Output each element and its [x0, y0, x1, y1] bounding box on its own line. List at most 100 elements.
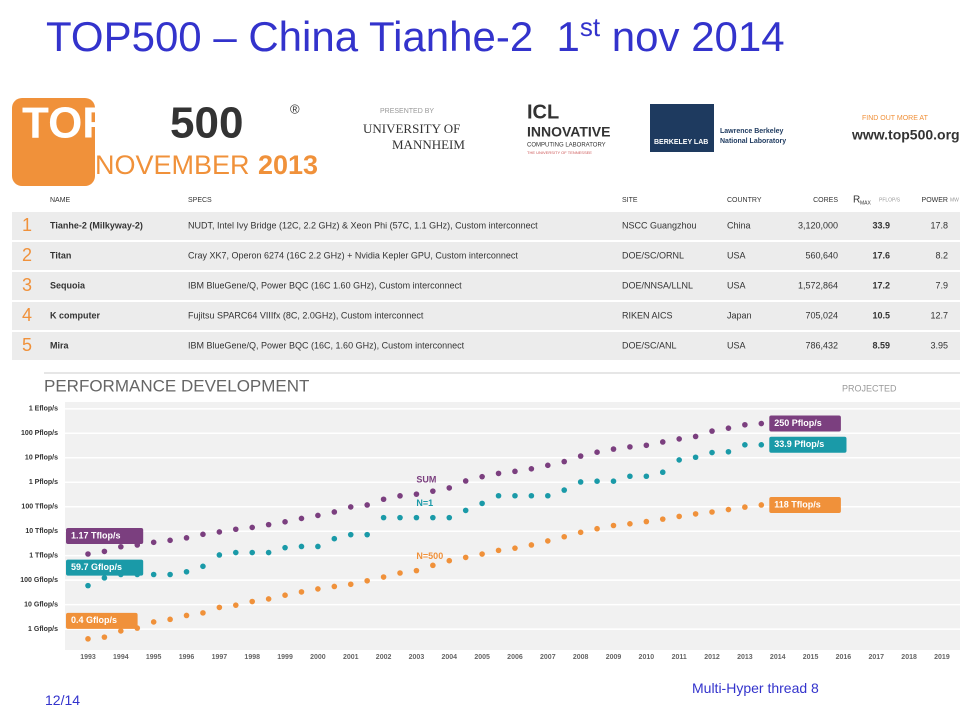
data-point — [479, 473, 485, 480]
data-point — [380, 574, 387, 580]
lbnl-2: National Laboratory — [720, 138, 786, 145]
data-point — [577, 479, 584, 485]
data-point — [413, 514, 420, 521]
x-tick-label: 2000 — [310, 654, 326, 661]
x-tick-label: 2010 — [639, 654, 655, 661]
table-cell: Fujitsu SPARC64 VIIIfx (8C, 2.0GHz), Cus… — [188, 310, 424, 320]
data-point — [430, 514, 436, 521]
data-point — [725, 448, 732, 455]
x-tick-label: 2001 — [343, 654, 359, 661]
data-point — [594, 478, 600, 484]
logo-top: TOP — [22, 99, 112, 148]
data-point — [643, 442, 650, 449]
table-cell: Sequoia — [50, 280, 86, 290]
data-point — [545, 492, 551, 499]
y-tick-label: 10 Gflop/s — [24, 601, 58, 608]
projected: PROJECTED — [842, 383, 897, 393]
x-tick-label: 2004 — [441, 654, 457, 661]
data-point — [610, 522, 617, 529]
table-cell: 786,432 — [805, 340, 838, 350]
data-point — [85, 551, 91, 557]
series-name: N=1 — [416, 498, 433, 508]
data-point — [692, 511, 699, 517]
data-point — [397, 514, 403, 521]
data-point — [282, 592, 288, 598]
data-point — [298, 589, 305, 595]
table-cell: China — [727, 220, 751, 230]
y-tick-label: 100 Pflop/s — [21, 430, 58, 437]
column-header: R — [853, 195, 860, 206]
data-point — [282, 544, 288, 551]
table-cell: 3 — [22, 275, 32, 295]
table-cell: DOE/SC/ANL — [622, 340, 677, 350]
data-point — [380, 514, 387, 521]
value-label-box — [769, 436, 847, 453]
x-tick-label: 2014 — [770, 654, 786, 661]
table-cell: DOE/SC/ORNL — [622, 250, 684, 260]
value-label: 250 Pflop/s — [774, 418, 822, 428]
title-main: TOP500 – China Tianhe-2 1 — [46, 13, 580, 60]
computing-lab: COMPUTING LABORATORY — [527, 143, 606, 149]
data-point — [758, 441, 765, 448]
data-point — [364, 502, 370, 508]
data-point — [298, 543, 305, 550]
data-point — [627, 444, 633, 450]
data-point — [216, 529, 223, 535]
data-point — [610, 478, 617, 484]
table-row — [12, 212, 960, 240]
data-point — [331, 535, 338, 542]
data-point — [725, 425, 732, 431]
table-cell: 560,640 — [805, 250, 838, 260]
lbnl-1: Lawrence Berkeley — [720, 128, 784, 135]
table-cell: USA — [727, 250, 746, 260]
data-point — [265, 549, 272, 556]
data-point — [594, 449, 600, 455]
y-tick-label: 100 Gflop/s — [20, 577, 58, 584]
y-tick-label: 1 Tflop/s — [29, 553, 58, 560]
table-cell: 1,572,864 — [798, 280, 838, 290]
data-point — [364, 531, 370, 538]
x-tick-label: 1993 — [80, 654, 96, 661]
data-point — [676, 513, 682, 520]
data-point — [216, 604, 223, 611]
data-point — [364, 577, 370, 584]
data-point — [627, 521, 633, 527]
data-point — [347, 531, 354, 538]
data-point — [200, 563, 206, 570]
logo-500: 500 — [170, 99, 243, 148]
data-point — [183, 568, 190, 575]
data-point — [495, 547, 502, 554]
data-point — [479, 551, 485, 557]
data-point — [643, 518, 650, 525]
data-point — [150, 571, 157, 578]
data-point — [659, 516, 666, 522]
data-point — [610, 446, 617, 452]
value-label: 59.7 Gflop/s — [71, 562, 122, 572]
table-cell: Titan — [50, 250, 71, 260]
title-sup: st — [579, 12, 601, 42]
data-point — [200, 531, 206, 538]
data-point — [397, 570, 403, 576]
presented-by: PRESENTED BY — [380, 108, 434, 115]
data-point — [725, 506, 732, 513]
data-point — [742, 504, 748, 510]
data-point — [265, 521, 272, 528]
data-point — [85, 582, 91, 589]
table-cell: 17.6 — [872, 250, 890, 260]
data-point — [462, 478, 469, 484]
column-header: POWER — [922, 197, 948, 204]
data-point — [85, 636, 91, 642]
data-point — [545, 538, 551, 544]
data-point — [446, 557, 453, 564]
data-point — [709, 449, 715, 456]
data-point — [528, 466, 535, 472]
data-point — [692, 433, 699, 440]
data-point — [676, 457, 682, 463]
data-point — [183, 612, 190, 619]
table-cell: Cray XK7, Operon 6274 (16C 2.2 GHz) + Nv… — [188, 250, 518, 260]
data-point — [479, 500, 485, 507]
table-cell: Japan — [727, 310, 752, 320]
data-point — [232, 549, 239, 556]
value-label: 118 Tflop/s — [774, 499, 821, 509]
